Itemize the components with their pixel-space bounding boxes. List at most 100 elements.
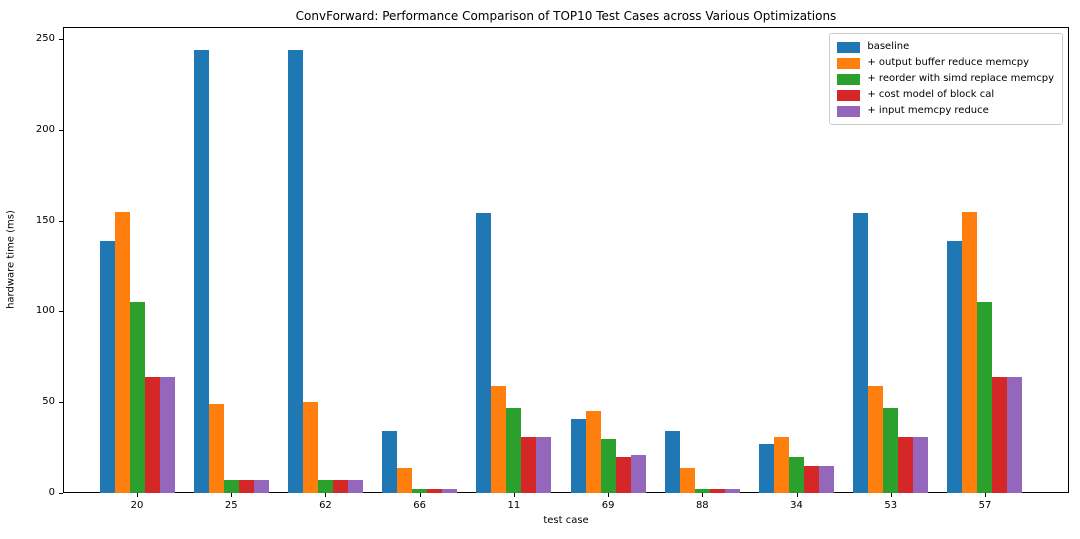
legend-swatch-icon (837, 89, 861, 101)
x-tick-label: 57 (978, 500, 992, 511)
legend-item: + output buffer reduce memcpy (837, 55, 1054, 71)
x-tick-label: 62 (319, 500, 332, 511)
y-tick-label: 0 (48, 487, 55, 498)
bar--cost-model-of-block-cal-case-25 (238, 480, 254, 493)
x-tick-mark (608, 493, 610, 497)
x-tick-mark (325, 493, 327, 497)
legend-item: + cost model of block cal (837, 87, 1054, 103)
y-tick-label: 250 (35, 33, 55, 44)
x-tick-mark (419, 493, 421, 497)
bar--cost-model-of-block-cal-case-57 (992, 376, 1008, 493)
x-tick-mark (984, 493, 986, 497)
y-tick-mark (59, 493, 63, 494)
bar--input-memcpy-reduce-case-53 (913, 436, 929, 493)
bar--input-memcpy-reduce-case-34 (819, 465, 835, 493)
bar--input-memcpy-reduce-case-57 (1007, 376, 1023, 493)
bar--reorder-with-simd-replace-memcpy-case-20 (129, 302, 145, 493)
x-tick-label: 34 (790, 500, 803, 511)
legend-label: + output buffer reduce memcpy (867, 57, 1030, 68)
bar--reorder-with-simd-replace-memcpy-case-11 (506, 407, 522, 493)
x-tick-label: 53 (884, 500, 898, 511)
bar--input-memcpy-reduce-case-20 (159, 376, 175, 493)
legend-swatch-icon (837, 73, 861, 85)
x-tick-mark (702, 493, 704, 497)
x-tick-mark (890, 493, 892, 497)
bar--input-memcpy-reduce-case-69 (630, 454, 646, 493)
x-tick-label: 20 (130, 500, 144, 511)
bar--output-buffer-reduce-memcpy-case-25 (208, 404, 224, 493)
bar--output-buffer-reduce-memcpy-case-53 (868, 385, 884, 493)
bar--input-memcpy-reduce-case-62 (347, 480, 363, 493)
bar--reorder-with-simd-replace-memcpy-case-88 (694, 489, 710, 493)
y-tick-mark (59, 220, 63, 222)
bar-baseline-case-69 (570, 418, 586, 493)
y-tick-mark (59, 311, 63, 313)
bar-baseline-case-53 (853, 213, 869, 493)
x-tick-label: 69 (601, 500, 615, 511)
bar--reorder-with-simd-replace-memcpy-case-53 (883, 407, 899, 493)
bar--output-buffer-reduce-memcpy-case-69 (585, 411, 601, 493)
chart-title: ConvForward: Performance Comparison of T… (295, 9, 837, 23)
bar--cost-model-of-block-cal-case-34 (804, 465, 820, 493)
y-tick-mark (59, 39, 63, 40)
bar--output-buffer-reduce-memcpy-case-66 (397, 467, 413, 493)
bar--cost-model-of-block-cal-case-66 (427, 489, 443, 493)
bar--output-buffer-reduce-memcpy-case-34 (774, 436, 790, 493)
y-tick-mark (59, 129, 63, 131)
bar--reorder-with-simd-replace-memcpy-case-34 (789, 456, 805, 493)
legend-label: + reorder with simd replace memcpy (867, 73, 1054, 84)
legend-label: baseline (867, 41, 910, 52)
x-tick-label: 11 (507, 500, 521, 511)
legend-item: + input memcpy reduce (837, 103, 1054, 119)
bar--reorder-with-simd-replace-memcpy-case-69 (600, 438, 616, 493)
bar--reorder-with-simd-replace-memcpy-case-66 (412, 489, 428, 493)
y-tick-label: 100 (35, 305, 55, 317)
bar--reorder-with-simd-replace-memcpy-case-25 (223, 480, 239, 493)
bar--cost-model-of-block-cal-case-53 (898, 436, 914, 493)
y-tick-label: 200 (35, 123, 55, 135)
bar-baseline-case-57 (947, 240, 963, 493)
bar-baseline-case-66 (382, 431, 398, 493)
bar-baseline-case-20 (99, 240, 115, 493)
bar--input-memcpy-reduce-case-88 (724, 489, 740, 493)
x-tick-mark (513, 493, 515, 497)
y-tick-mark (59, 402, 63, 404)
bar-baseline-case-88 (664, 431, 680, 493)
x-tick-label: 88 (695, 500, 709, 511)
bar--reorder-with-simd-replace-memcpy-case-57 (977, 302, 993, 493)
bar-baseline-case-34 (759, 443, 775, 493)
legend-swatch-icon (837, 57, 861, 69)
x-tick-mark (796, 493, 798, 497)
bar--cost-model-of-block-cal-case-88 (709, 489, 725, 493)
bar--input-memcpy-reduce-case-11 (536, 436, 552, 493)
bar--output-buffer-reduce-memcpy-case-62 (302, 402, 318, 493)
legend-swatch-icon (837, 105, 861, 117)
bar--output-buffer-reduce-memcpy-case-11 (491, 385, 507, 493)
legend-label: + cost model of block cal (867, 89, 995, 100)
y-tick-label: 50 (42, 396, 55, 408)
bar--cost-model-of-block-cal-case-62 (332, 480, 348, 493)
x-tick-mark (231, 493, 233, 497)
legend-label: + input memcpy reduce (867, 105, 989, 116)
bar--reorder-with-simd-replace-memcpy-case-62 (317, 480, 333, 493)
bar--input-memcpy-reduce-case-25 (253, 480, 269, 493)
x-tick-label: 66 (413, 500, 427, 511)
y-axis-label: hardware time (ms) (5, 210, 17, 309)
bar--input-memcpy-reduce-case-66 (442, 489, 458, 493)
bar--output-buffer-reduce-memcpy-case-88 (679, 467, 695, 493)
y-tick-label: 150 (35, 214, 55, 226)
bar--output-buffer-reduce-memcpy-case-20 (114, 211, 130, 493)
legend-item: + reorder with simd replace memcpy (837, 71, 1054, 87)
x-tick-label: 25 (224, 500, 238, 511)
bar-baseline-case-62 (287, 49, 303, 493)
bar-baseline-case-25 (193, 49, 209, 493)
legend: baseline + output buffer reduce memcpy + r… (829, 33, 1063, 125)
legend-item: baseline (837, 39, 1054, 55)
bar-baseline-case-11 (476, 213, 492, 493)
legend-swatch-icon (837, 41, 861, 53)
bar--cost-model-of-block-cal-case-11 (521, 436, 537, 493)
bar--output-buffer-reduce-memcpy-case-57 (962, 211, 978, 493)
bar--cost-model-of-block-cal-case-69 (615, 456, 631, 493)
bar--cost-model-of-block-cal-case-20 (144, 376, 160, 493)
